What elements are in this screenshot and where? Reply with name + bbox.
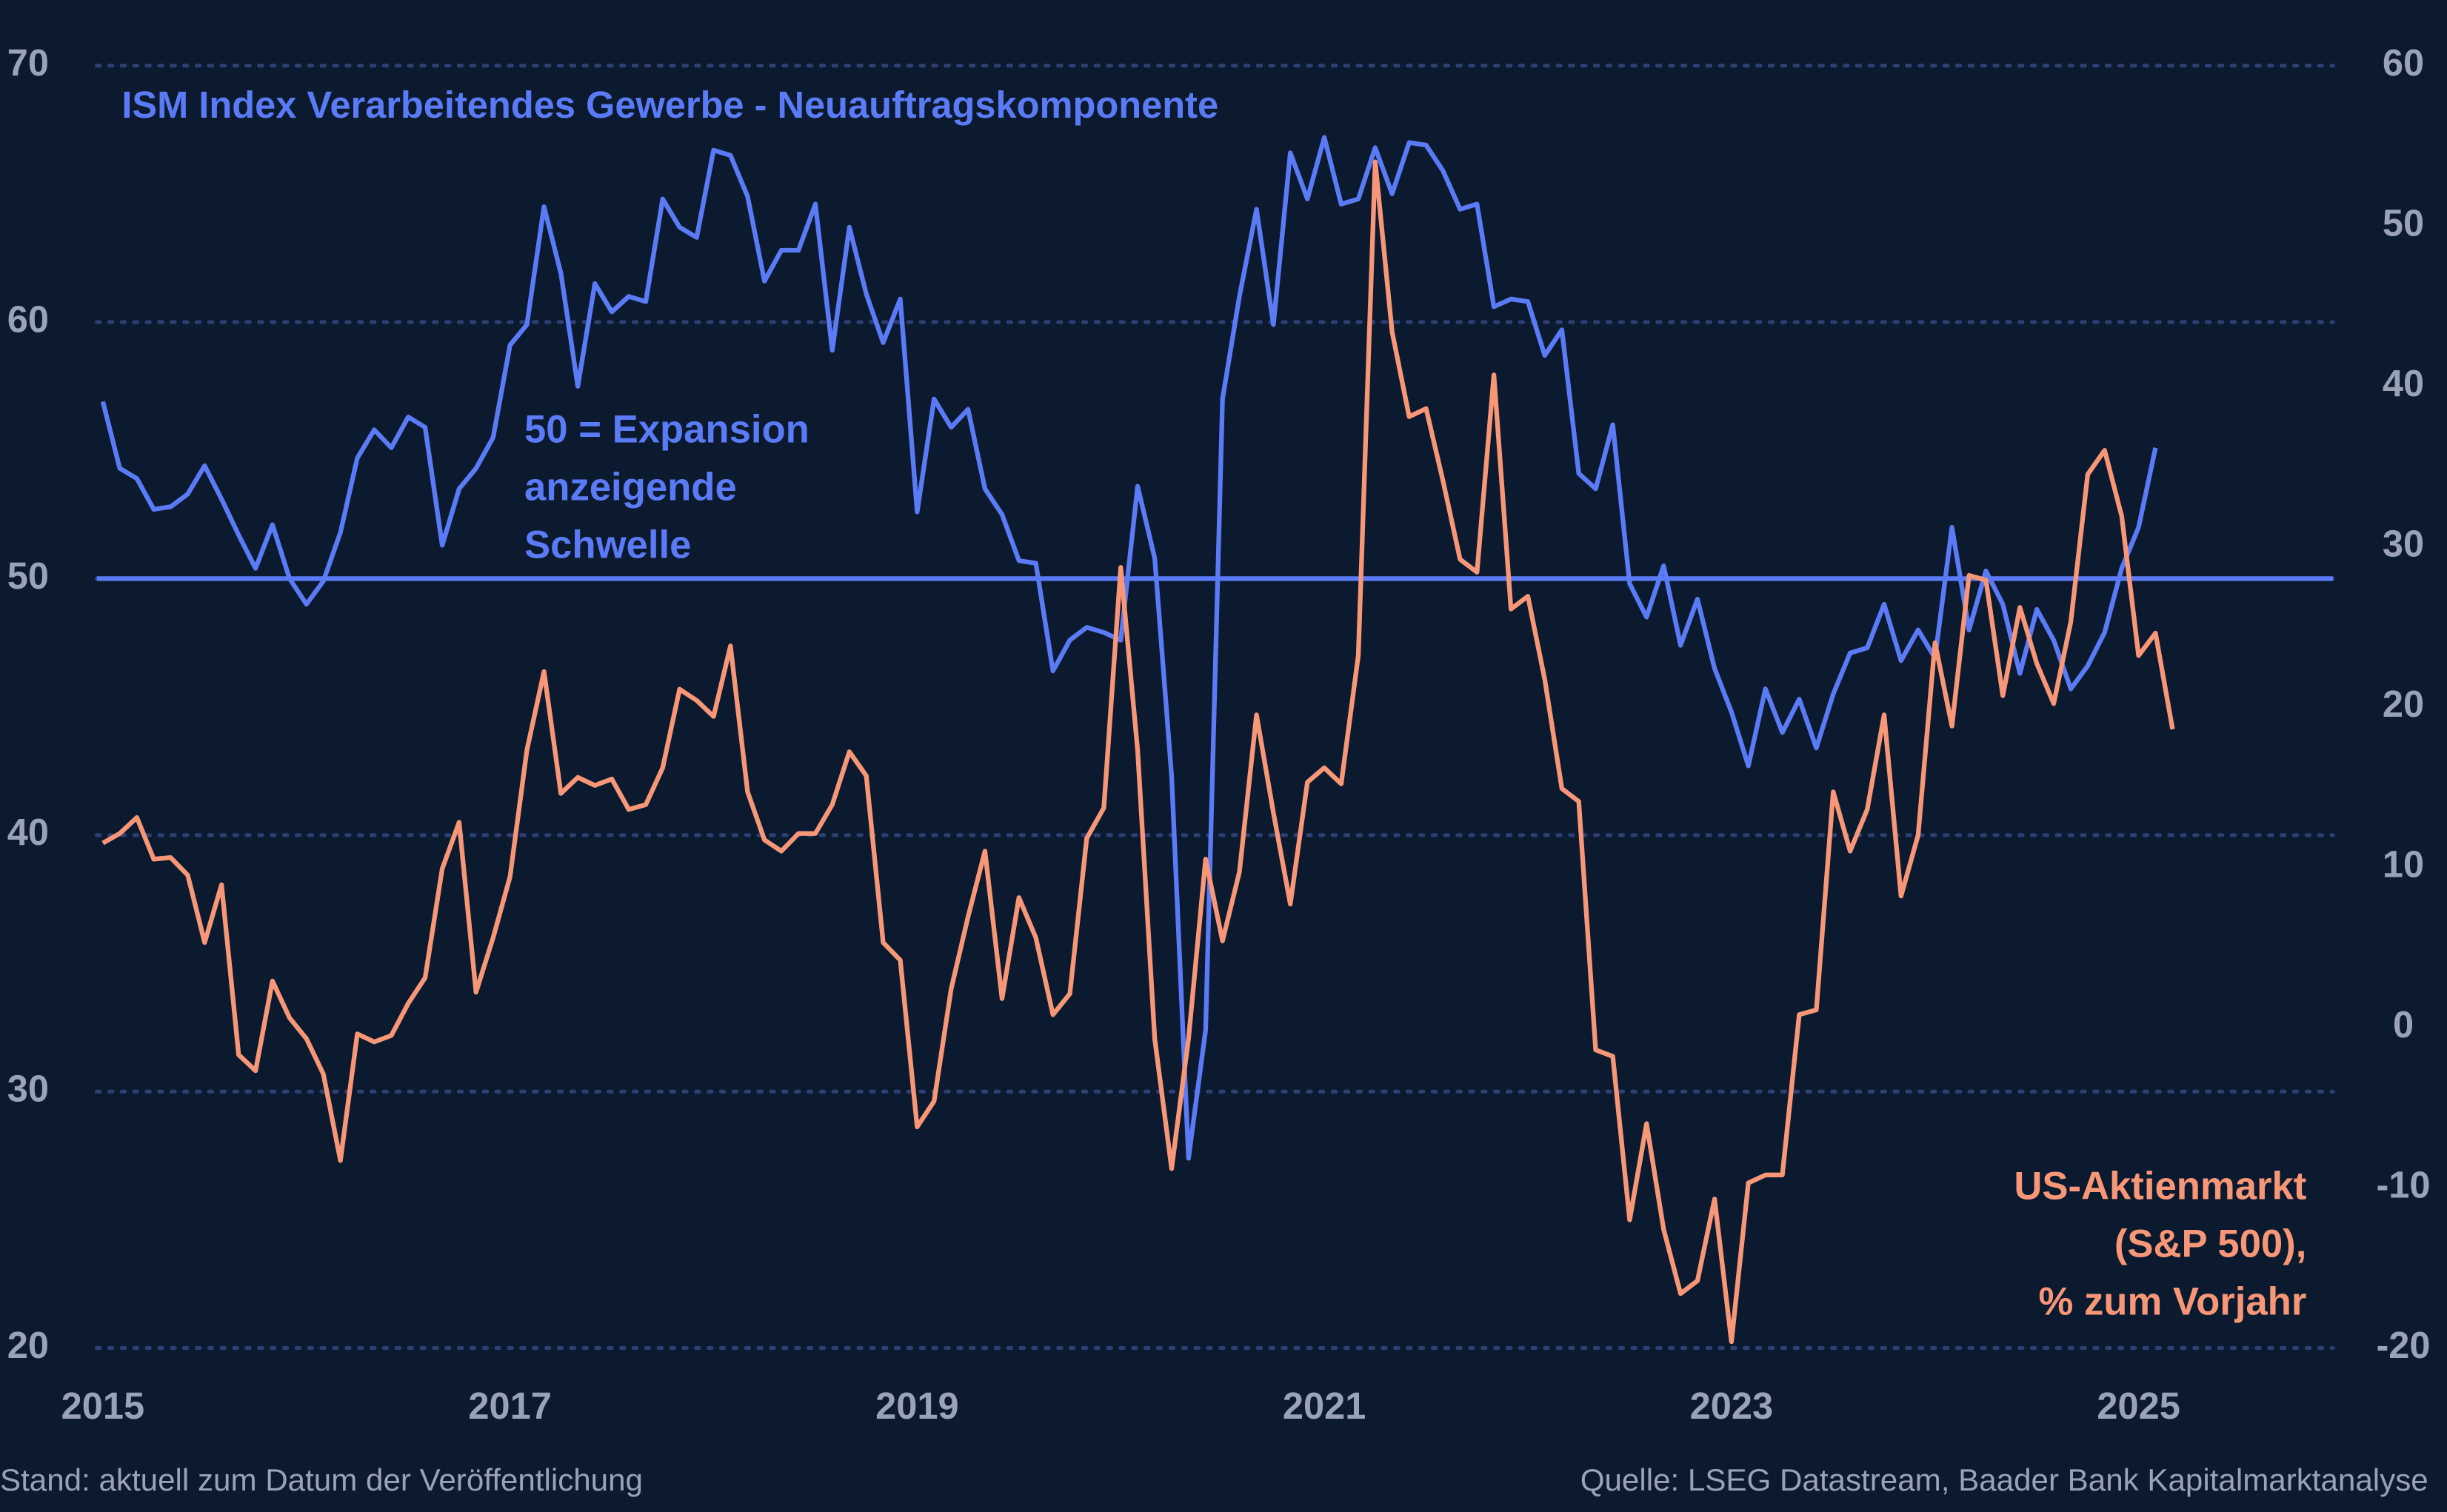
annotation: 50 = Expansion <box>524 408 809 452</box>
series-line <box>101 159 2175 1345</box>
x-tick-label: 2025 <box>2097 1385 2180 1427</box>
series-label: (S&P 500), <box>2114 1222 2307 1266</box>
series-label: % zum Vorjahr <box>2039 1280 2307 1324</box>
y-tick-label: 20 <box>7 1324 49 1366</box>
y2-tick-label: 0 <box>2393 1003 2414 1046</box>
y2-tick-label: 50 <box>2383 201 2424 244</box>
y2-tick-label: 20 <box>2383 683 2424 725</box>
y2-tick-label: 60 <box>2383 41 2424 84</box>
footer-right: Quelle: LSEG Datastream, Baader Bank Kap… <box>1580 1462 2428 1497</box>
series-label: US-Aktienmarkt <box>2014 1165 2306 1208</box>
x-tick-label: 2023 <box>1690 1385 1773 1427</box>
y-tick-label: 70 <box>7 41 49 84</box>
footer-left: Stand: aktuell zum Datum der Veröffentli… <box>0 1462 643 1497</box>
y2-tick-label: 30 <box>2383 522 2424 564</box>
y2-tick-label: -20 <box>2376 1324 2430 1366</box>
y-tick-label: 30 <box>7 1068 49 1110</box>
x-tick-label: 2019 <box>875 1385 958 1427</box>
x-tick-label: 2021 <box>1283 1385 1366 1427</box>
x-tick-label: 2015 <box>61 1385 144 1427</box>
annotation: Schwelle <box>524 523 691 567</box>
y-tick-label: 60 <box>7 298 49 340</box>
y2-tick-label: -10 <box>2376 1164 2430 1206</box>
annotation: anzeigende <box>524 466 737 509</box>
series-line <box>100 135 2158 1161</box>
series-label: ISM Index Verarbeitendes Gewerbe - Neuau… <box>121 84 1218 126</box>
y-tick-label: 40 <box>7 811 49 853</box>
y-tick-label: 50 <box>7 555 49 597</box>
x-tick-label: 2017 <box>468 1385 551 1427</box>
y2-tick-label: 40 <box>2383 362 2424 404</box>
y2-tick-label: 10 <box>2383 843 2424 885</box>
